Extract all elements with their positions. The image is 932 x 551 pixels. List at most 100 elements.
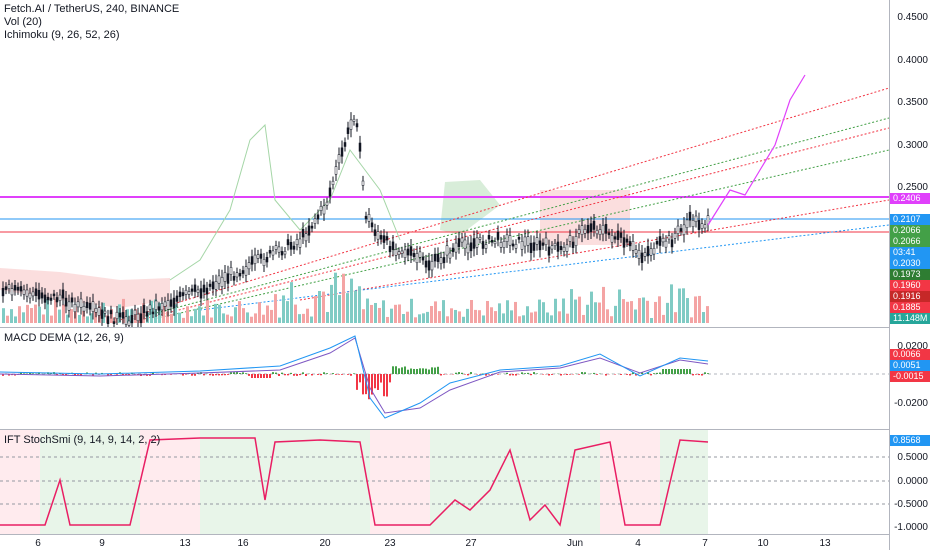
volume-bar	[654, 302, 657, 323]
macd-histogram-bar	[389, 374, 391, 382]
volume-bar	[258, 302, 261, 323]
volume-bar	[454, 310, 457, 323]
stoch-pane[interactable]: IFT StochSmi (9, 14, 9, 14, 2, 2)	[0, 430, 932, 534]
macd-histogram-bar	[488, 374, 490, 375]
volume-bar	[250, 317, 253, 323]
macd-histogram-bar	[443, 374, 445, 375]
volume-tag: 11.148M	[890, 313, 930, 324]
candle-body	[653, 248, 655, 254]
candle-body	[272, 251, 274, 255]
candle-body	[503, 241, 505, 247]
candle-body	[59, 295, 61, 301]
macd-chart[interactable]	[0, 328, 889, 428]
volume-bar	[242, 308, 245, 323]
candle-body	[206, 288, 208, 294]
price-pane[interactable]: Fetch.AI / TetherUS, 240, BINANCE Vol (2…	[0, 0, 932, 327]
ichimoku-cloud	[440, 180, 500, 235]
candle-body	[449, 253, 451, 258]
volume-bar	[638, 298, 641, 323]
macd-histogram-bar	[191, 374, 193, 376]
candle-body	[317, 215, 319, 219]
candle-body	[443, 257, 445, 262]
volume-bar	[422, 313, 425, 323]
candle-body	[527, 237, 529, 245]
candle-body	[113, 322, 115, 324]
volume-bar	[42, 314, 45, 323]
price-chart[interactable]	[0, 0, 889, 327]
volume-bar	[538, 300, 541, 323]
macd-histogram-bar	[185, 374, 187, 375]
candle-body	[2, 288, 4, 296]
candle-body	[569, 236, 571, 242]
stoch-indicator-label[interactable]: IFT StochSmi (9, 14, 9, 14, 2, 2)	[4, 434, 160, 447]
candle-body	[344, 142, 346, 146]
price-tag: 0.2030	[890, 258, 930, 269]
candle-body	[287, 240, 289, 245]
macd-histogram-bar	[614, 374, 616, 375]
volume-bar	[506, 300, 509, 323]
macd-histogram-bar	[701, 374, 703, 376]
ichimoku-indicator-label[interactable]: Ichimoku (9, 26, 52, 26)	[4, 29, 179, 42]
time-axis[interactable]: 6 9 13 16 20 23 27 Jun 4 7 10 13	[0, 534, 889, 551]
macd-histogram-bar	[524, 373, 526, 374]
macd-histogram-bar	[419, 368, 421, 374]
candle-body	[650, 249, 652, 255]
volume-bar	[630, 301, 633, 323]
candle-body	[557, 242, 559, 252]
stoch-axis-label: 0.0000	[897, 476, 928, 487]
candle-body	[92, 302, 94, 312]
macd-histogram-bar	[341, 374, 343, 375]
volume-bar	[398, 304, 401, 323]
candle-body	[425, 261, 427, 267]
volume-bar	[18, 306, 21, 323]
volume-indicator-label[interactable]: Vol (20)	[4, 16, 179, 29]
macd-histogram-bar	[413, 369, 415, 374]
macd-pane[interactable]: MACD DEMA (12, 26, 9)	[0, 328, 932, 428]
macd-histogram-bar	[266, 374, 268, 378]
macd-histogram-bar	[536, 373, 538, 374]
volume-bar	[366, 299, 369, 323]
candle-body	[290, 242, 292, 249]
candle-body	[134, 310, 136, 315]
candle-body	[350, 120, 352, 130]
candle-body	[593, 221, 595, 229]
candle-body	[233, 276, 235, 280]
candle-body	[281, 251, 283, 255]
volume-bar	[530, 312, 533, 323]
macd-histogram-bar	[692, 374, 694, 375]
volume-bar	[338, 295, 341, 323]
macd-histogram-bar	[236, 372, 238, 374]
candle-body	[11, 289, 13, 295]
candle-body	[209, 284, 211, 287]
macd-histogram-bar	[350, 374, 352, 376]
candle-body	[623, 238, 625, 248]
volume-bar	[466, 309, 469, 323]
macd-histogram-bar	[461, 373, 463, 374]
volume-bar	[178, 313, 181, 323]
candle-body	[257, 255, 259, 259]
volume-bar	[590, 292, 593, 323]
volume-bar	[230, 316, 233, 323]
volume-bar	[254, 313, 257, 323]
macd-histogram-bar	[242, 372, 244, 374]
candle-body	[542, 243, 544, 246]
macd-histogram-bar	[230, 372, 232, 374]
macd-histogram-bar	[377, 374, 379, 390]
candle-body	[86, 302, 88, 308]
volume-bar	[394, 305, 397, 323]
macd-histogram-bar	[23, 373, 25, 374]
candle-body	[398, 252, 400, 255]
candle-body	[545, 238, 547, 245]
symbol-title[interactable]: Fetch.AI / TetherUS, 240, BINANCE	[4, 3, 179, 16]
macd-histogram-bar	[431, 367, 433, 374]
candle-body	[605, 224, 607, 233]
candle-body	[269, 250, 271, 253]
stoch-axis-label: 0.5000	[897, 452, 928, 463]
candle-body	[509, 236, 511, 246]
macd-histogram-bar	[593, 373, 595, 374]
macd-indicator-label[interactable]: MACD DEMA (12, 26, 9)	[4, 332, 124, 345]
candle-body	[587, 225, 589, 233]
countdown-tag: 03:41	[890, 247, 930, 258]
candle-body	[404, 250, 406, 258]
candle-body	[458, 239, 460, 247]
